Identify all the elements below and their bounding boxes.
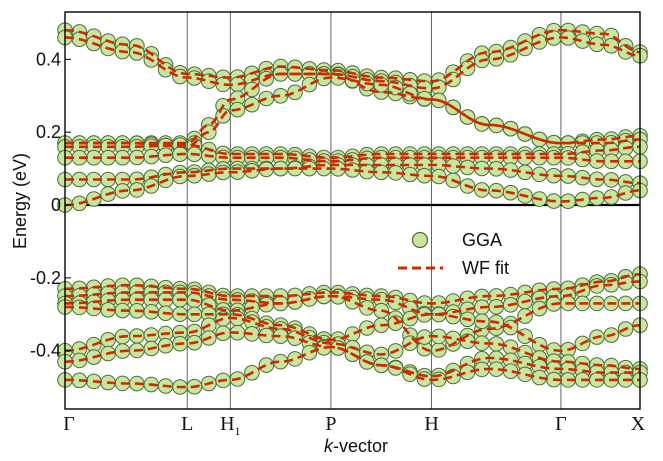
- x-tick-label: H: [424, 413, 438, 435]
- y-axis-title: Energy (eV): [10, 153, 30, 249]
- gga-point: [201, 124, 217, 140]
- x-tick-label: Γ: [555, 413, 567, 435]
- wf-fit-band-4: [65, 143, 640, 159]
- wf-fit-band-14: [65, 345, 640, 389]
- wf-fit-band-0: [64, 28, 641, 83]
- x-tick-label: Γ: [63, 413, 75, 435]
- y-tick-label: 0.2: [36, 122, 61, 142]
- x-tick-label: P: [325, 413, 336, 435]
- gga-point: [502, 339, 519, 356]
- wf-fit-band-5: [65, 152, 640, 163]
- gga-point: [287, 330, 303, 347]
- gga-point: [301, 76, 318, 93]
- plot-frame: [64, 11, 641, 410]
- y-axis-ticks: 0.4 0.2 0 -0.2 -0.4: [30, 49, 71, 361]
- wf-fit-band-11: [65, 305, 641, 352]
- x-axis-title-rest: -vector: [333, 436, 388, 456]
- gga-point: [301, 344, 318, 361]
- gga-point: [344, 326, 361, 342]
- x-tick-label: H1: [220, 413, 240, 438]
- wf-fit-band-10: [65, 294, 640, 353]
- gga-point: [258, 357, 275, 373]
- legend-gga-label: GGA: [462, 230, 502, 250]
- y-tick-label: -0.2: [30, 268, 61, 288]
- x-axis-ticks: Γ L H1 P H Γ X: [63, 413, 646, 438]
- x-axis-title: k-vector: [324, 436, 388, 456]
- x-tick-label: X: [631, 413, 646, 435]
- x-tick-label: L: [181, 413, 193, 435]
- gga-point: [287, 84, 303, 101]
- wf-fit-band-3: [65, 76, 640, 149]
- gga-point: [359, 300, 375, 316]
- gga-point: [517, 328, 533, 345]
- wf-fit-band-7: [65, 167, 641, 207]
- gga-point: [517, 308, 533, 324]
- wf-fit-band-12: [65, 316, 640, 371]
- gga-point: [531, 336, 548, 353]
- legend: GGA WF fit: [398, 230, 509, 278]
- y-tick-label: -0.4: [30, 341, 61, 361]
- y-tick-label: 0.4: [36, 49, 61, 69]
- gga-markers: [57, 22, 648, 395]
- wf-fit-band-6: [65, 163, 641, 185]
- wf-fit-band-1: [64, 36, 641, 90]
- gga-point: [387, 294, 404, 311]
- legend-wf-fit-label: WF fit: [462, 258, 509, 278]
- wf-fit-lines: [64, 28, 641, 389]
- legend-gga-marker: [411, 231, 429, 249]
- gga-point: [287, 351, 303, 367]
- x-axis-title-italic: k: [324, 436, 334, 456]
- wf-fit-band-13: [64, 331, 640, 378]
- wf-fit-band-8: [65, 272, 641, 305]
- y-tick-label: 0: [51, 195, 61, 215]
